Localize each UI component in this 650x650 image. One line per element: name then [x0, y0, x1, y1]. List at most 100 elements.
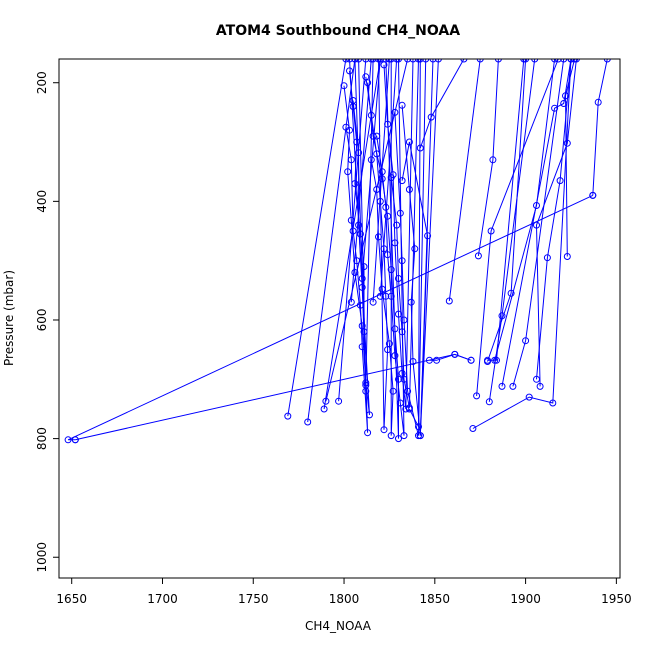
- data-point: [451, 350, 459, 358]
- series-line: [448, 59, 481, 302]
- data-point: [320, 405, 328, 413]
- profile-series: [589, 59, 611, 199]
- data-point: [349, 227, 357, 235]
- data-point: [407, 298, 415, 306]
- series-line: [352, 59, 374, 386]
- data-point: [71, 436, 79, 444]
- data-point: [484, 356, 491, 364]
- profile-series: [405, 59, 424, 431]
- x-tick-label: 1650: [56, 592, 87, 606]
- data-point: [424, 232, 432, 240]
- data-point: [284, 412, 292, 420]
- data-point: [340, 82, 348, 90]
- series-line: [592, 59, 608, 196]
- profile-series: [284, 59, 350, 420]
- data-point: [351, 59, 359, 63]
- data-point: [543, 254, 551, 262]
- series-line: [477, 59, 499, 256]
- data-point: [531, 59, 539, 63]
- series-line: [429, 353, 472, 361]
- data-point: [409, 59, 417, 63]
- data-point: [396, 399, 404, 407]
- series-line: [390, 59, 419, 408]
- data-point: [533, 221, 540, 229]
- x-tick-label: 1800: [329, 592, 360, 606]
- profile-series: [369, 59, 393, 306]
- data-point: [525, 393, 533, 401]
- profile-series: [347, 59, 375, 306]
- data-point: [485, 398, 493, 406]
- data-point: [487, 227, 495, 235]
- data-point: [380, 426, 388, 434]
- x-tick-label: 1850: [420, 592, 451, 606]
- data-point: [376, 59, 384, 63]
- data-point: [389, 387, 397, 395]
- data-point: [433, 356, 441, 364]
- data-point: [346, 67, 353, 75]
- data-point: [551, 59, 559, 63]
- profile-series: [304, 59, 359, 426]
- y-tick-label: 1000: [35, 542, 49, 573]
- series-line: [394, 59, 427, 436]
- data-point: [369, 132, 377, 140]
- data-point: [405, 186, 413, 193]
- data-point: [349, 97, 357, 104]
- series-line: [345, 59, 369, 433]
- data-point: [405, 138, 413, 146]
- data-point: [549, 399, 557, 407]
- profile-series: [358, 59, 384, 282]
- profile-series: [474, 59, 502, 260]
- data-point: [355, 59, 363, 63]
- data-point: [562, 92, 569, 100]
- data-point: [494, 59, 502, 63]
- y-tick-label: 400: [35, 190, 49, 213]
- series-line: [472, 59, 572, 429]
- data-point: [560, 100, 568, 107]
- data-point: [398, 257, 406, 265]
- data-point: [402, 405, 410, 413]
- data-point: [342, 123, 350, 131]
- data-point: [387, 432, 395, 440]
- profile-series: [425, 350, 475, 364]
- plot-frame: [58, 58, 621, 579]
- y-tick-label: 600: [35, 309, 49, 332]
- data-point: [364, 429, 372, 437]
- data-point: [427, 113, 435, 121]
- data-point: [395, 275, 402, 282]
- data-point: [409, 358, 417, 365]
- profile-series: [376, 59, 401, 300]
- y-tick-label: 800: [35, 427, 49, 450]
- y-tick-label: 200: [35, 71, 49, 94]
- data-point: [398, 101, 406, 109]
- series-line: [408, 59, 421, 427]
- data-point: [507, 289, 515, 297]
- data-point: [358, 283, 366, 291]
- data-point: [347, 156, 355, 164]
- data-point: [594, 98, 602, 106]
- data-point: [347, 298, 355, 306]
- series-line: [488, 59, 536, 402]
- data-point: [351, 180, 359, 188]
- data-point: [385, 59, 393, 63]
- x-tick-label: 1950: [601, 592, 632, 606]
- profile-series: [398, 59, 442, 440]
- data-point: [322, 397, 330, 405]
- data-point: [474, 252, 482, 260]
- x-tick-label: 1750: [238, 592, 269, 606]
- profile-series: [485, 59, 539, 406]
- profile-series: [509, 59, 568, 390]
- data-point: [551, 104, 559, 112]
- data-point: [347, 216, 355, 224]
- x-axis: 1650 1700 1750 1800 1850 1900 1950: [56, 577, 632, 606]
- profile-series: [562, 59, 579, 260]
- data-point: [355, 149, 363, 157]
- data-point: [396, 209, 404, 217]
- profile-series: [498, 59, 575, 390]
- series-line: [476, 59, 559, 396]
- data-point: [556, 177, 564, 185]
- x-tick-label: 1700: [147, 592, 178, 606]
- series-line: [401, 59, 439, 436]
- profile-series: [322, 59, 412, 405]
- data-point: [411, 245, 419, 253]
